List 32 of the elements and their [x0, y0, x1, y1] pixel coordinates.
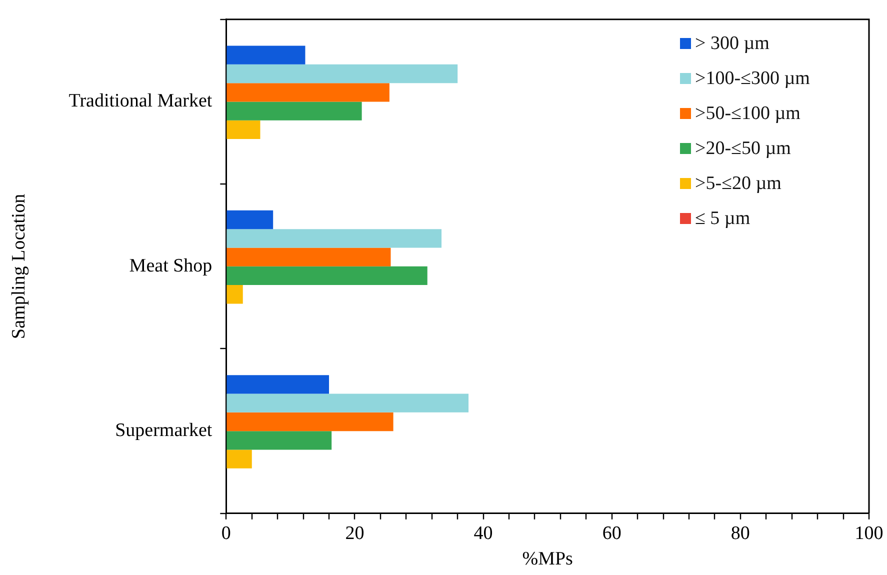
- y-axis-title: Sampling Location: [8, 193, 30, 339]
- x-axis-title: %MPs: [522, 548, 573, 570]
- x-tick-label: 80: [730, 522, 750, 544]
- bar: [226, 266, 428, 286]
- x-tick-label: 20: [345, 522, 364, 544]
- x-tick-label: 0: [221, 522, 231, 544]
- x-tick-label: 60: [602, 522, 622, 544]
- bar: [226, 248, 391, 266]
- legend-label: >20-≤50 µm: [695, 138, 791, 160]
- legend-label: ≤ 5 µm: [695, 208, 750, 230]
- y-tick-label: Supermarket: [115, 420, 213, 442]
- bar: [226, 64, 458, 84]
- x-tick-label: 40: [474, 522, 493, 544]
- bar: [226, 412, 394, 432]
- legend-label: >100-≤300 µm: [695, 68, 810, 90]
- bar: [226, 102, 362, 120]
- bar: [226, 285, 243, 304]
- bar: [226, 394, 469, 412]
- bar: [226, 120, 260, 140]
- bar: [226, 431, 332, 450]
- y-tick-label: Meat Shop: [129, 255, 212, 276]
- bar: [226, 450, 252, 468]
- bar: [226, 210, 274, 230]
- bar: [226, 46, 306, 64]
- bar: [226, 83, 390, 102]
- legend-label: > 300 µm: [695, 32, 770, 54]
- legend-label: >5-≤20 µm: [695, 172, 782, 194]
- y-tick-label: Traditional Market: [68, 90, 213, 112]
- legend-label: >50-≤100 µm: [695, 102, 800, 124]
- bar: [226, 375, 330, 394]
- bar: [226, 229, 442, 248]
- x-tick-label: 100: [854, 522, 884, 544]
